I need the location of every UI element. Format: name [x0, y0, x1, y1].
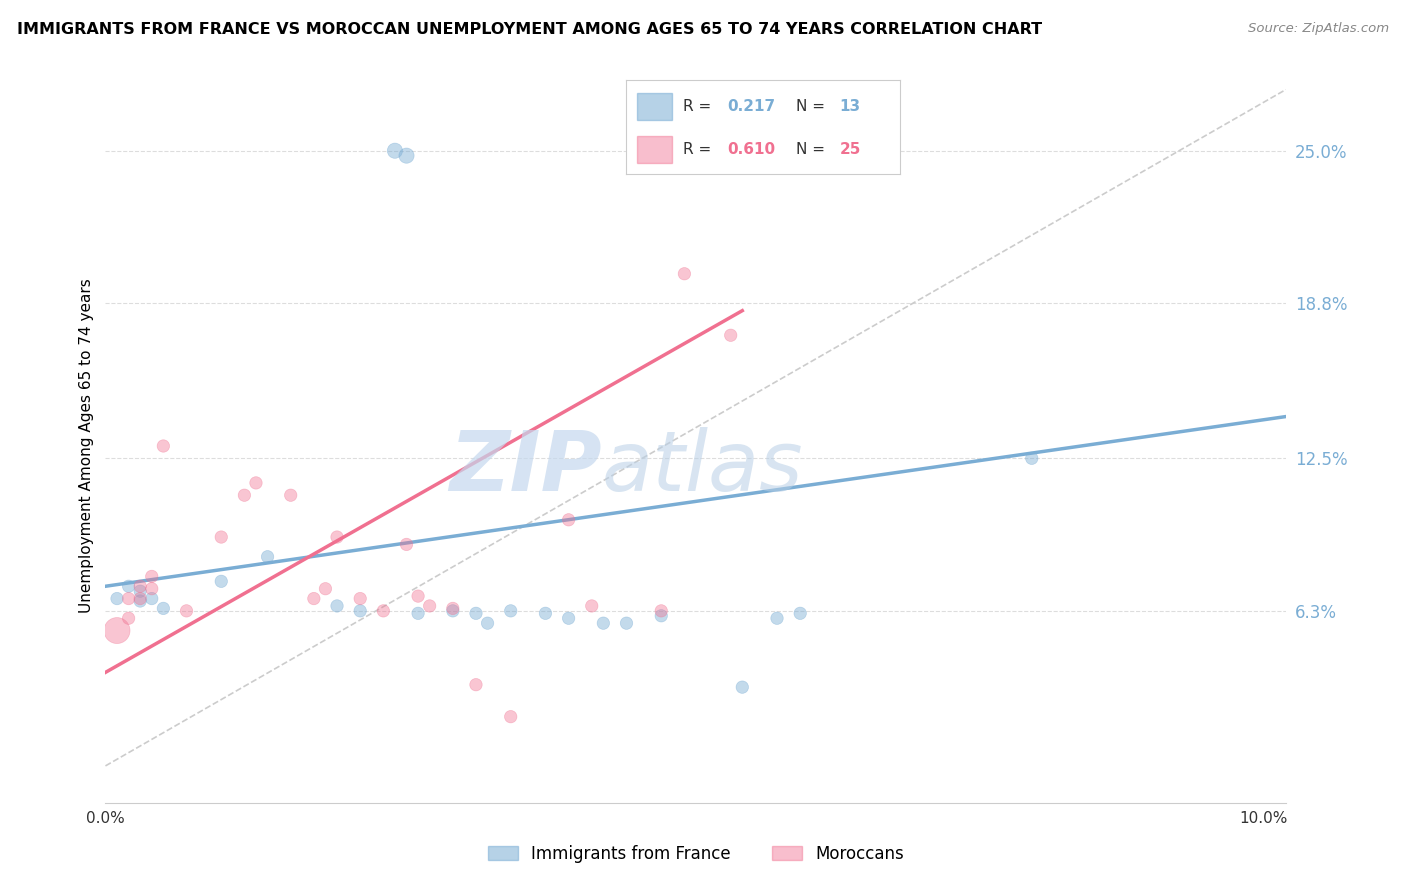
- Point: [326, 530, 349, 544]
- Text: N =: N =: [796, 99, 830, 114]
- Point: [581, 599, 603, 613]
- Point: [731, 680, 754, 694]
- Point: [1021, 451, 1043, 466]
- Text: Source: ZipAtlas.com: Source: ZipAtlas.com: [1249, 22, 1389, 36]
- Point: [152, 439, 174, 453]
- Point: [209, 574, 232, 589]
- Point: [441, 604, 464, 618]
- Point: [673, 267, 696, 281]
- Point: [117, 611, 139, 625]
- Point: [465, 678, 488, 692]
- Point: [129, 594, 152, 608]
- Legend: Immigrants from France, Moroccans: Immigrants from France, Moroccans: [481, 838, 911, 870]
- Point: [280, 488, 302, 502]
- Text: R =: R =: [683, 99, 717, 114]
- Point: [592, 616, 614, 631]
- Point: [176, 604, 198, 618]
- Point: [349, 604, 371, 618]
- Text: 0.610: 0.610: [727, 142, 775, 157]
- Point: [117, 591, 139, 606]
- Point: [141, 591, 163, 606]
- Point: [720, 328, 742, 343]
- Point: [105, 591, 128, 606]
- Point: [384, 144, 406, 158]
- Point: [465, 607, 488, 621]
- Point: [373, 604, 395, 618]
- Point: [650, 604, 672, 618]
- Text: 25: 25: [839, 142, 860, 157]
- Point: [441, 601, 464, 615]
- Point: [326, 599, 349, 613]
- Text: 13: 13: [839, 99, 860, 114]
- Bar: [637, 94, 672, 120]
- Point: [557, 513, 579, 527]
- Point: [766, 611, 789, 625]
- Point: [105, 624, 128, 638]
- Point: [477, 616, 499, 631]
- Point: [557, 611, 579, 625]
- Point: [152, 601, 174, 615]
- Point: [141, 582, 163, 596]
- Bar: [637, 136, 672, 162]
- Text: N =: N =: [796, 142, 830, 157]
- Point: [314, 582, 336, 596]
- Point: [209, 530, 232, 544]
- Text: 0.217: 0.217: [727, 99, 775, 114]
- Point: [406, 607, 429, 621]
- Point: [789, 607, 811, 621]
- Point: [349, 591, 371, 606]
- Point: [499, 709, 522, 723]
- Point: [129, 584, 152, 599]
- Text: atlas: atlas: [602, 427, 803, 508]
- Point: [650, 608, 672, 623]
- Point: [141, 569, 163, 583]
- Point: [395, 537, 418, 551]
- Text: IMMIGRANTS FROM FRANCE VS MOROCCAN UNEMPLOYMENT AMONG AGES 65 TO 74 YEARS CORREL: IMMIGRANTS FROM FRANCE VS MOROCCAN UNEMP…: [17, 22, 1042, 37]
- Point: [129, 579, 152, 593]
- Point: [129, 591, 152, 606]
- Text: R =: R =: [683, 142, 717, 157]
- Point: [534, 607, 557, 621]
- Point: [117, 579, 139, 593]
- Point: [302, 591, 325, 606]
- Point: [499, 604, 522, 618]
- Point: [419, 599, 441, 613]
- Point: [245, 475, 267, 490]
- Point: [406, 589, 429, 603]
- Y-axis label: Unemployment Among Ages 65 to 74 years: Unemployment Among Ages 65 to 74 years: [79, 278, 94, 614]
- Point: [616, 616, 638, 631]
- Point: [233, 488, 256, 502]
- Text: ZIP: ZIP: [449, 427, 602, 508]
- Point: [395, 148, 418, 162]
- Point: [256, 549, 278, 564]
